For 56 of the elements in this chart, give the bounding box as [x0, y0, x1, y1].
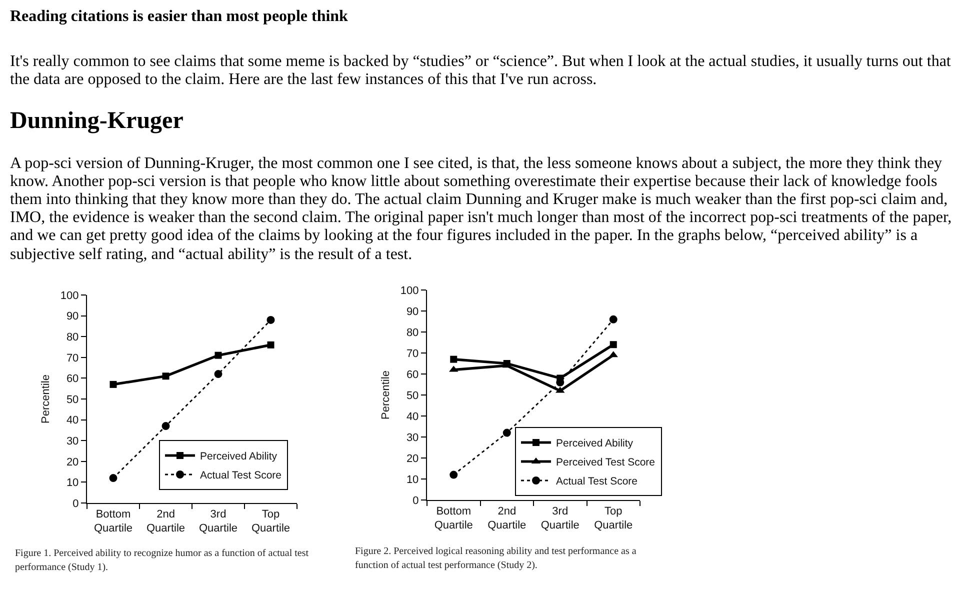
text: Reading citations is easier than most people think — [10, 8, 348, 25]
legend-label: Perceived Ability — [200, 450, 278, 463]
y-tick-label: 30 — [406, 432, 419, 444]
y-tick-label: 50 — [406, 390, 419, 402]
legend-label: Actual Test Score — [556, 476, 638, 488]
text: It's really common to see claims that some meme is backed by “studies” or “science”. But when I look at the actual studies, it usually turns out that the data are opposed to the claim. Here are the last few instances of this that I've run across. — [10, 53, 952, 88]
y-tick-label: 20 — [66, 456, 79, 468]
y-tick-label: 90 — [406, 306, 419, 318]
y-axis-title: Percentile — [40, 374, 52, 424]
x-tick-label: 2nd Quartile — [146, 508, 186, 535]
x-tick-label: Bottom Quartile — [434, 505, 473, 532]
legend-label: Perceived Test Score — [556, 456, 656, 469]
text: A pop-sci version of Dunning-Kruger, the most common one I see cited, is that, the less someone knows about a subject, the more they think they know. Another pop-sci version is that people who know little about something overestimate their expertise because their lack of knowledge fools them into thinking that they know more than they do. The actual claim Dunning and Kruger make is much weaker than the first pop-sci claim and, IMO, the evidence is weaker than the second claim. The original paper isn't much longer than most of the incorrect pop-sci treatments of the paper, and we can get pretty good idea of the claims by looking at the four figures included in the paper. In the graphs below, “perceived ability” is a subjective self rating, and “actual ability” is the result of a test. — [10, 155, 952, 263]
caption: Figure 1. Perceived ability to recognize humor as a function of actual test performance (Study 1). — [15, 548, 309, 573]
point — [109, 474, 118, 482]
y-tick-label: 100 — [60, 290, 79, 302]
y-tick-label: 70 — [406, 348, 419, 360]
point — [110, 380, 117, 388]
caption: Figure 2. Perceived logical reasoning ability and test performance as a function of actual test performance (Study 2). — [355, 546, 637, 571]
point — [610, 341, 617, 348]
y-axis-title: Percentile — [380, 370, 392, 420]
x-tick-label: 2nd Quartile — [488, 505, 526, 532]
y-tick-label: 10 — [66, 477, 79, 490]
y-tick-label: 50 — [66, 394, 79, 406]
y-tick-label: 20 — [406, 452, 419, 465]
point — [162, 372, 170, 380]
x-tick-label: 3rd Quartile — [540, 505, 580, 532]
point — [214, 352, 222, 359]
y-tick-label: 40 — [406, 410, 419, 423]
y-tick-label: 80 — [66, 331, 79, 344]
point — [267, 341, 274, 348]
point — [162, 422, 170, 430]
x-tick-label: Top Quartile — [594, 505, 633, 532]
x-tick-label: Bottom Quartile — [94, 508, 133, 535]
y-tick-label: 60 — [66, 373, 79, 386]
y-tick-label: 80 — [406, 326, 419, 339]
legend-label: Actual Test Score — [200, 470, 282, 482]
y-tick-label: 70 — [66, 352, 79, 364]
point — [502, 428, 511, 437]
x-tick-label: Top Quartile — [251, 508, 290, 535]
point — [214, 370, 222, 378]
point — [609, 315, 618, 324]
y-tick-label: 0 — [72, 498, 79, 510]
point — [266, 316, 275, 324]
point — [450, 470, 458, 479]
y-tick-label: 10 — [406, 474, 419, 486]
y-tick-label: 30 — [66, 435, 79, 448]
y-tick-label: 0 — [412, 494, 419, 507]
x-tick-label: 3rd Quartile — [198, 508, 238, 535]
text: Dunning-Kruger — [10, 108, 184, 134]
y-tick-label: 100 — [400, 284, 419, 297]
y-tick-label: 60 — [406, 368, 419, 381]
y-tick-label: 90 — [66, 310, 79, 323]
point — [450, 356, 458, 363]
y-tick-label: 40 — [66, 414, 79, 427]
legend-label: Perceived Ability — [556, 438, 634, 450]
